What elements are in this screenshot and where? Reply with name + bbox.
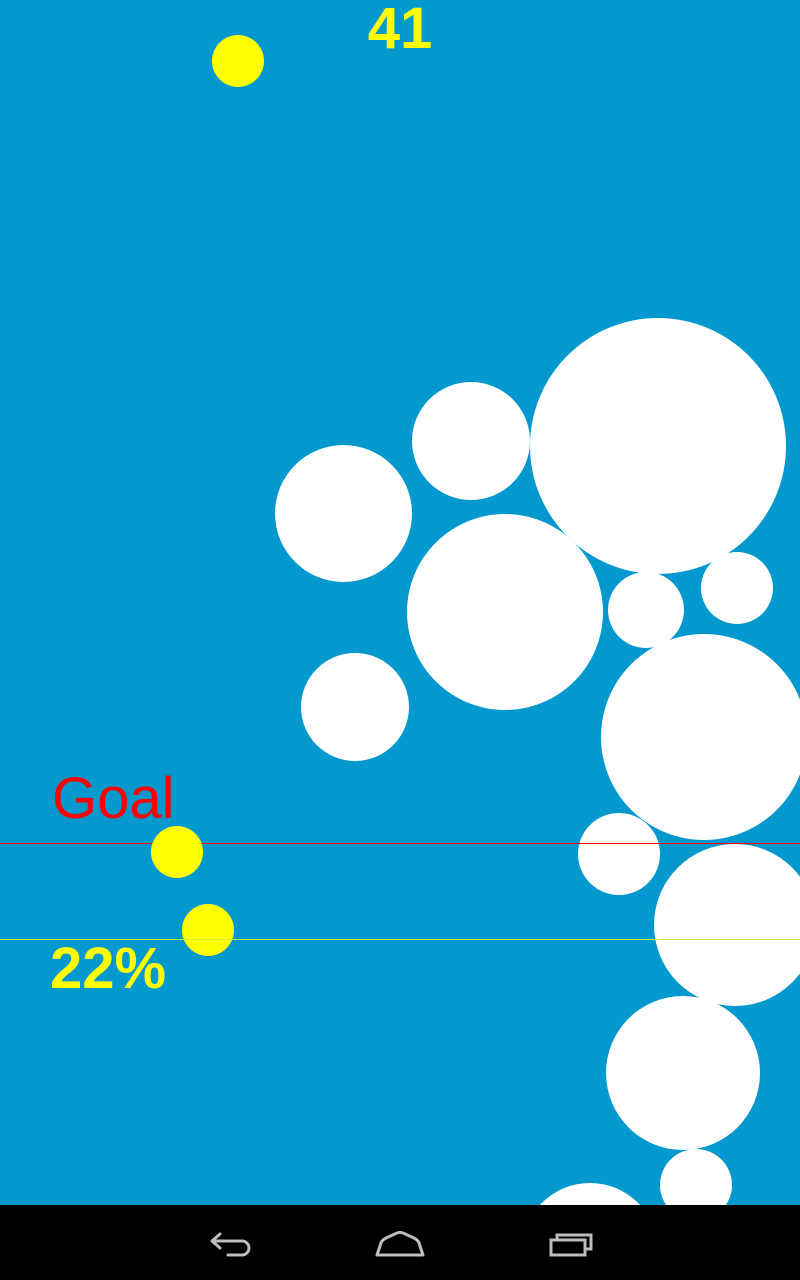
progress-line <box>0 939 800 940</box>
home-button[interactable] <box>368 1222 432 1266</box>
goal-line <box>0 843 800 844</box>
bubble <box>578 813 660 895</box>
back-button[interactable] <box>198 1222 262 1266</box>
score-counter: 41 <box>367 0 433 61</box>
recent-apps-button[interactable] <box>540 1222 604 1266</box>
ball <box>151 826 203 878</box>
back-icon <box>210 1232 251 1257</box>
bubble <box>608 572 684 648</box>
bubble <box>412 382 530 500</box>
game-canvas[interactable]: 41 Goal 22% <box>0 0 800 1205</box>
goal-label: Goal <box>52 766 175 831</box>
ball <box>212 35 264 87</box>
bubble <box>530 318 786 574</box>
bubble <box>660 1149 732 1205</box>
bubble <box>407 514 603 710</box>
player-ball <box>182 904 234 956</box>
bubble <box>522 1183 658 1205</box>
bubble <box>701 552 773 624</box>
progress-percent: 22% <box>50 936 167 1001</box>
bubble <box>606 996 760 1150</box>
bubble <box>301 653 409 761</box>
bubble <box>654 844 800 1006</box>
recent-apps-icon <box>549 1233 593 1257</box>
bubble <box>275 445 412 582</box>
bubble <box>601 634 800 840</box>
navigation-bar <box>0 1205 800 1280</box>
home-icon <box>375 1231 425 1257</box>
